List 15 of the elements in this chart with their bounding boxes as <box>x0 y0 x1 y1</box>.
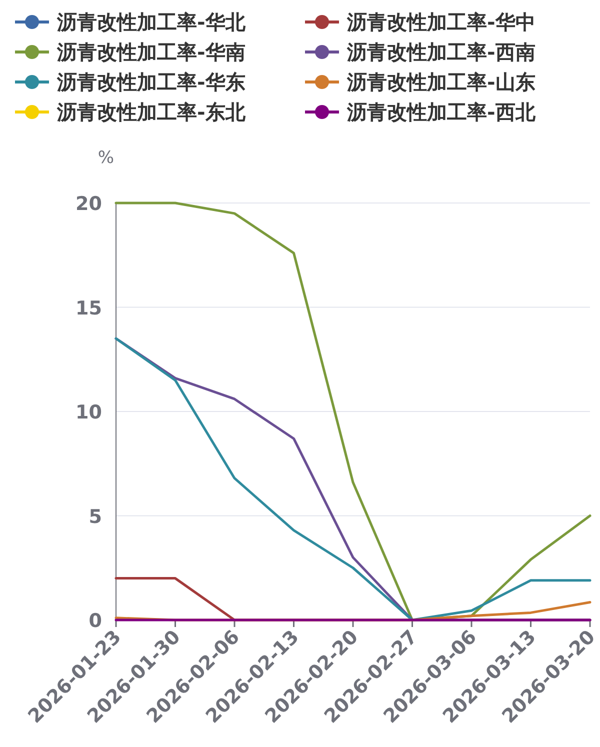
legend-label: 沥青改性加工率-华北 <box>56 10 246 34</box>
line-series <box>114 337 592 622</box>
y-tick-label: 5 <box>88 506 102 528</box>
legend-label: 沥青改性加工率-华南 <box>56 40 246 64</box>
legend-label: 沥青改性加工率-山东 <box>346 70 536 94</box>
legend-label: 沥青改性加工率-东北 <box>56 100 246 124</box>
y-tick-label: 10 <box>76 402 102 424</box>
legend-label: 沥青改性加工率-西北 <box>346 100 536 124</box>
y-tick-label: 20 <box>76 193 102 215</box>
y-tick-label: 0 <box>88 610 102 632</box>
legend-label: 沥青改性加工率-华中 <box>346 10 536 34</box>
y-axis-title: % <box>98 148 114 168</box>
legend-label: 沥青改性加工率-西南 <box>346 40 536 64</box>
legend-label: 沥青改性加工率-华东 <box>56 70 246 94</box>
y-tick-label: 15 <box>76 297 102 320</box>
